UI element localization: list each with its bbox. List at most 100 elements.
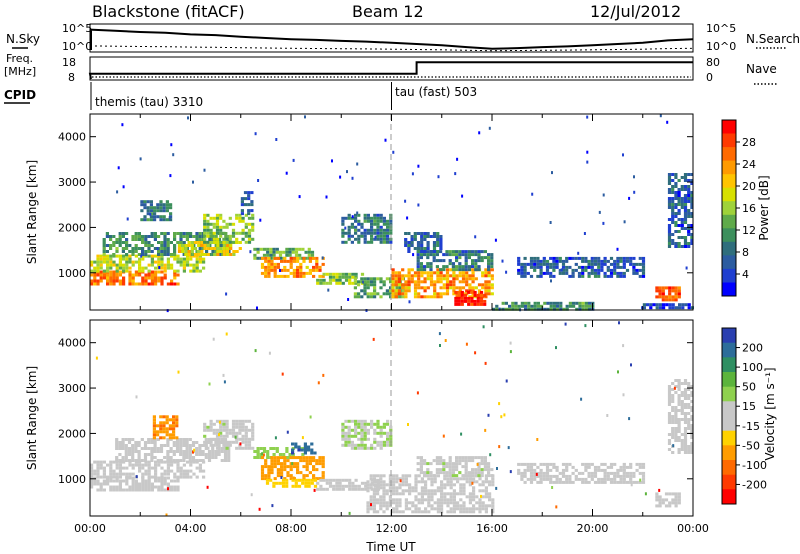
data-cell (448, 459, 452, 463)
data-cell (299, 262, 303, 266)
data-cell (435, 459, 439, 463)
data-cell (283, 268, 287, 272)
data-cell (413, 238, 417, 241)
data-cell (481, 271, 485, 275)
data-cell (370, 234, 374, 238)
data-cell (455, 286, 459, 290)
data-cell (350, 440, 354, 444)
data-cell (606, 474, 610, 478)
data-cell (475, 495, 479, 499)
data-cell (539, 474, 543, 478)
data-cell (144, 482, 148, 486)
data-cell (203, 213, 207, 217)
data-cell (344, 240, 348, 244)
data-cell (305, 468, 309, 472)
data-cell (372, 507, 376, 511)
data-cell (179, 444, 183, 447)
data-cell (551, 171, 553, 175)
data-cell (429, 471, 433, 475)
data-cell (162, 209, 166, 213)
data-cell (363, 286, 367, 290)
data-cell (446, 480, 450, 484)
data-cell (526, 465, 530, 469)
data-cell (622, 265, 626, 269)
data-cell (296, 265, 300, 269)
data-cell (186, 460, 190, 464)
data-cell (386, 234, 390, 238)
data-cell (619, 465, 623, 469)
data-cell (484, 504, 488, 508)
data-cell (285, 250, 289, 254)
data-cell (198, 257, 202, 261)
data-cell (118, 257, 122, 261)
data-cell (407, 277, 411, 281)
data-cell (163, 247, 167, 250)
data-cell (667, 418, 672, 421)
data-cell (379, 295, 383, 299)
data-cell (479, 293, 484, 297)
data-cell (289, 256, 293, 260)
colorbar-tick-label: 28 (742, 136, 756, 149)
data-cell (555, 346, 557, 350)
data-cell (195, 232, 199, 235)
data-cell (163, 244, 167, 247)
data-cell (474, 262, 478, 266)
data-cell (177, 244, 182, 247)
data-cell (417, 292, 421, 296)
data-cell (379, 501, 383, 505)
data-cell (451, 465, 455, 469)
data-cell (321, 262, 325, 266)
data-cell (360, 437, 364, 441)
data-cell (545, 471, 550, 475)
data-cell (141, 253, 145, 256)
data-cell (484, 486, 488, 490)
data-cell (426, 241, 430, 244)
data-cell (241, 237, 245, 241)
data-cell (299, 265, 303, 269)
data-cell (417, 274, 421, 278)
data-cell (477, 468, 481, 472)
data-cell (288, 247, 292, 251)
data-cell (446, 483, 450, 487)
data-cell (147, 475, 151, 479)
data-cell (674, 439, 678, 442)
data-cell (395, 489, 399, 493)
data-cell (225, 241, 230, 244)
data-cell (667, 397, 672, 400)
data-cell (440, 486, 444, 490)
data-cell (292, 462, 296, 466)
data-cell (556, 301, 560, 305)
data-cell (427, 495, 431, 499)
data-cell (546, 307, 550, 311)
data-cell (154, 273, 158, 277)
data-cell (487, 262, 491, 266)
data-cell (319, 487, 323, 491)
data-cell (260, 456, 265, 460)
data-cell (398, 510, 402, 514)
data-cell (93, 479, 97, 483)
data-cell (677, 418, 681, 421)
data-cell (687, 451, 691, 454)
data-cell (376, 225, 380, 229)
data-cell (188, 444, 192, 447)
data-cell (310, 451, 314, 455)
data-cell (93, 476, 97, 480)
data-cell (347, 231, 351, 235)
data-cell (165, 433, 169, 437)
data-cell (423, 271, 427, 275)
data-cell (118, 460, 122, 464)
data-cell (487, 280, 491, 284)
data-cell (102, 247, 106, 250)
data-cell (448, 250, 452, 254)
data-cell (395, 498, 399, 502)
data-cell (115, 479, 119, 483)
data-cell (680, 218, 684, 221)
data-cell (464, 459, 468, 463)
data-cell (354, 478, 358, 482)
data-cell (150, 244, 154, 247)
data-cell (316, 281, 320, 285)
data-cell (167, 487, 169, 491)
data-cell (131, 238, 135, 241)
data-cell (690, 385, 694, 388)
data-cell (593, 465, 598, 469)
